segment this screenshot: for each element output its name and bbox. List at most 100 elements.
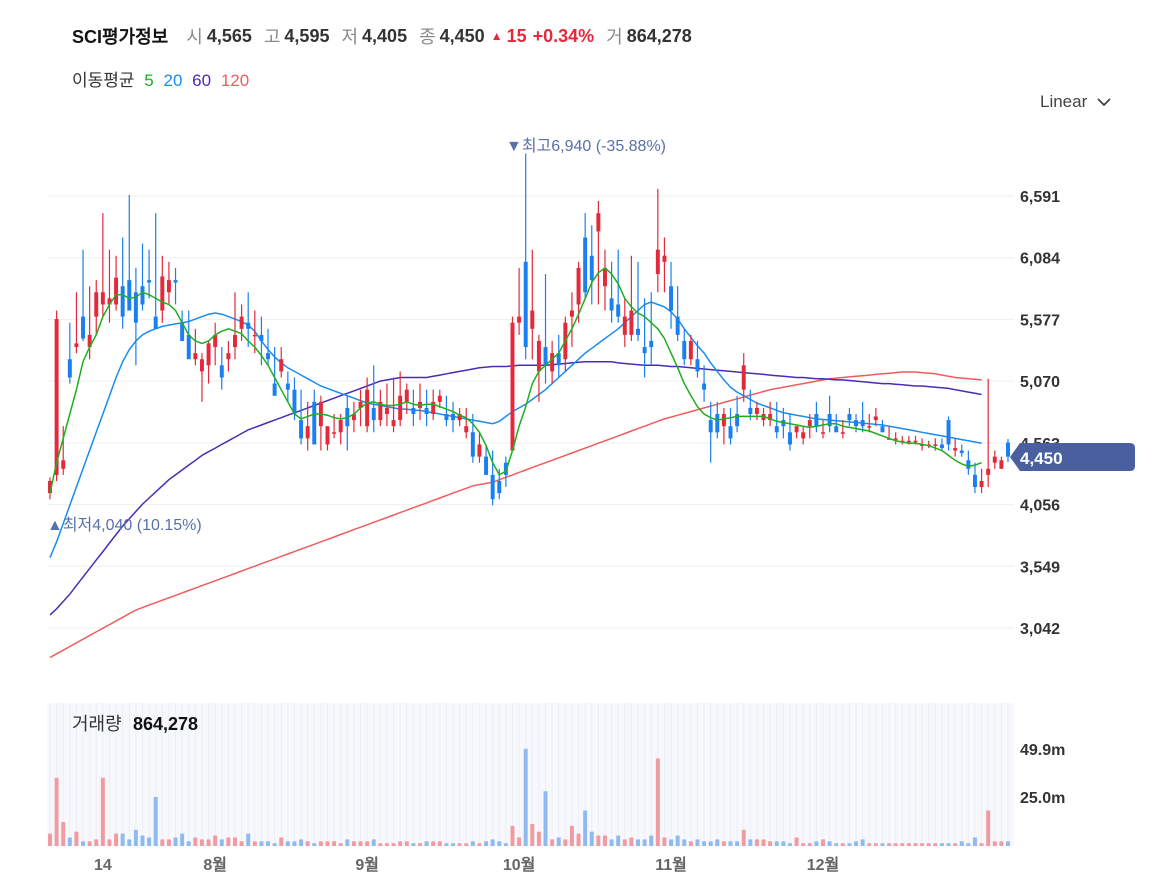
candle-body: [642, 347, 647, 354]
candle-body: [979, 480, 984, 488]
volume-bar: [827, 841, 832, 846]
ma5-legend[interactable]: 5: [144, 71, 154, 90]
volume-bar: [411, 843, 416, 846]
change-percent: +0.34%: [532, 25, 595, 46]
volume-bar: [986, 810, 991, 846]
volume-bar: [464, 843, 469, 846]
volume-bar: [266, 841, 271, 846]
volume-bar: [503, 843, 508, 846]
volume-bar: [180, 833, 185, 846]
volume-bar: [979, 843, 984, 846]
candle-body: [946, 420, 951, 445]
volume-tick-label: 25.0m: [1020, 790, 1065, 807]
candle-body: [503, 462, 508, 475]
volume-bar: [332, 841, 337, 846]
volume-bar: [279, 837, 284, 846]
volume-bar: [536, 831, 541, 846]
price-grid: [47, 195, 1014, 629]
volume-bar: [305, 841, 310, 846]
candle-body: [721, 414, 726, 427]
candle-body: [166, 280, 171, 293]
volume-bar: [444, 843, 449, 846]
ma120-legend[interactable]: 120: [220, 71, 250, 90]
candle-body: [180, 322, 185, 341]
price-header: SCI평가정보 시 4,565 고 4,595 저 4,405 종 4,450 …: [72, 22, 704, 50]
candle-body: [299, 420, 304, 439]
volume-bar: [259, 841, 264, 846]
candle-body: [992, 456, 997, 463]
candle-body: [54, 319, 59, 475]
candle-body: [920, 444, 925, 446]
volume-bar: [351, 841, 356, 846]
candle-body: [543, 347, 548, 366]
volume-bar: [437, 841, 442, 846]
candle-body: [649, 340, 654, 348]
volume-bar: [688, 841, 693, 846]
volume-bar: [497, 841, 502, 846]
change-up-icon: ▲: [490, 29, 503, 43]
candle-body: [556, 353, 561, 366]
volume-bar: [814, 841, 819, 846]
candle-body: [470, 432, 475, 457]
volume-bar: [299, 839, 304, 846]
candle-body: [616, 304, 621, 317]
volume-bar: [74, 831, 79, 846]
volume-bar: [702, 841, 707, 846]
volume-bar: [61, 822, 66, 846]
candle-body: [801, 432, 806, 439]
volume-bar: [999, 841, 1004, 846]
candle-body: [226, 353, 231, 360]
scale-selector[interactable]: Linear: [1040, 92, 1111, 112]
scale-selector-label: Linear: [1040, 92, 1088, 111]
candle-body: [219, 365, 224, 378]
candle-body: [378, 401, 383, 421]
volume-bar: [728, 841, 733, 846]
volume-panel-value: 864,278: [133, 714, 198, 734]
candle-body: [814, 414, 819, 427]
candle-body: [675, 316, 680, 335]
volume-bar: [292, 841, 297, 846]
volume-bar: [735, 841, 740, 846]
max-price-annotation: ▼최고6,940 (-35.88%): [506, 137, 666, 155]
ma20-legend[interactable]: 20: [163, 71, 183, 90]
candle-body: [437, 395, 442, 402]
chevron-down-icon: [1097, 98, 1111, 107]
volume-bar: [933, 843, 938, 846]
candle-body: [953, 448, 958, 451]
ma60-path: [49, 360, 982, 616]
volume-bar: [926, 843, 931, 846]
volume-bar: [81, 841, 86, 846]
candle-body: [114, 277, 119, 305]
volume-bar: [470, 841, 475, 846]
volume-bar: [199, 839, 204, 846]
volume-bar: [87, 841, 92, 846]
candle-body: [893, 438, 898, 440]
volume-bar: [550, 839, 555, 846]
volume-bar: [213, 835, 218, 846]
ma60-legend[interactable]: 60: [192, 71, 212, 90]
volume-bar: [840, 843, 845, 846]
candle-body: [827, 414, 832, 427]
volume-bar: [252, 841, 257, 846]
candle-body: [61, 460, 66, 469]
candle-body: [933, 444, 938, 446]
candle-body: [754, 407, 759, 415]
candle-body: [160, 276, 165, 311]
candle-body: [510, 322, 515, 451]
volume-bar: [754, 839, 759, 846]
volume-bar: [959, 841, 964, 846]
volume-bar: [920, 843, 925, 846]
candle-body: [246, 322, 251, 329]
candle-body: [371, 407, 376, 421]
candle-body: [523, 261, 528, 348]
candle-body: [173, 280, 178, 283]
volume-bar: [398, 841, 403, 846]
volume-bar: [966, 843, 971, 846]
candle-body: [794, 426, 799, 433]
candle-body: [688, 340, 693, 360]
volume-bar: [583, 810, 588, 846]
candle-body: [569, 310, 574, 317]
volume-bar: [358, 841, 363, 846]
volume-bar: [556, 837, 561, 846]
